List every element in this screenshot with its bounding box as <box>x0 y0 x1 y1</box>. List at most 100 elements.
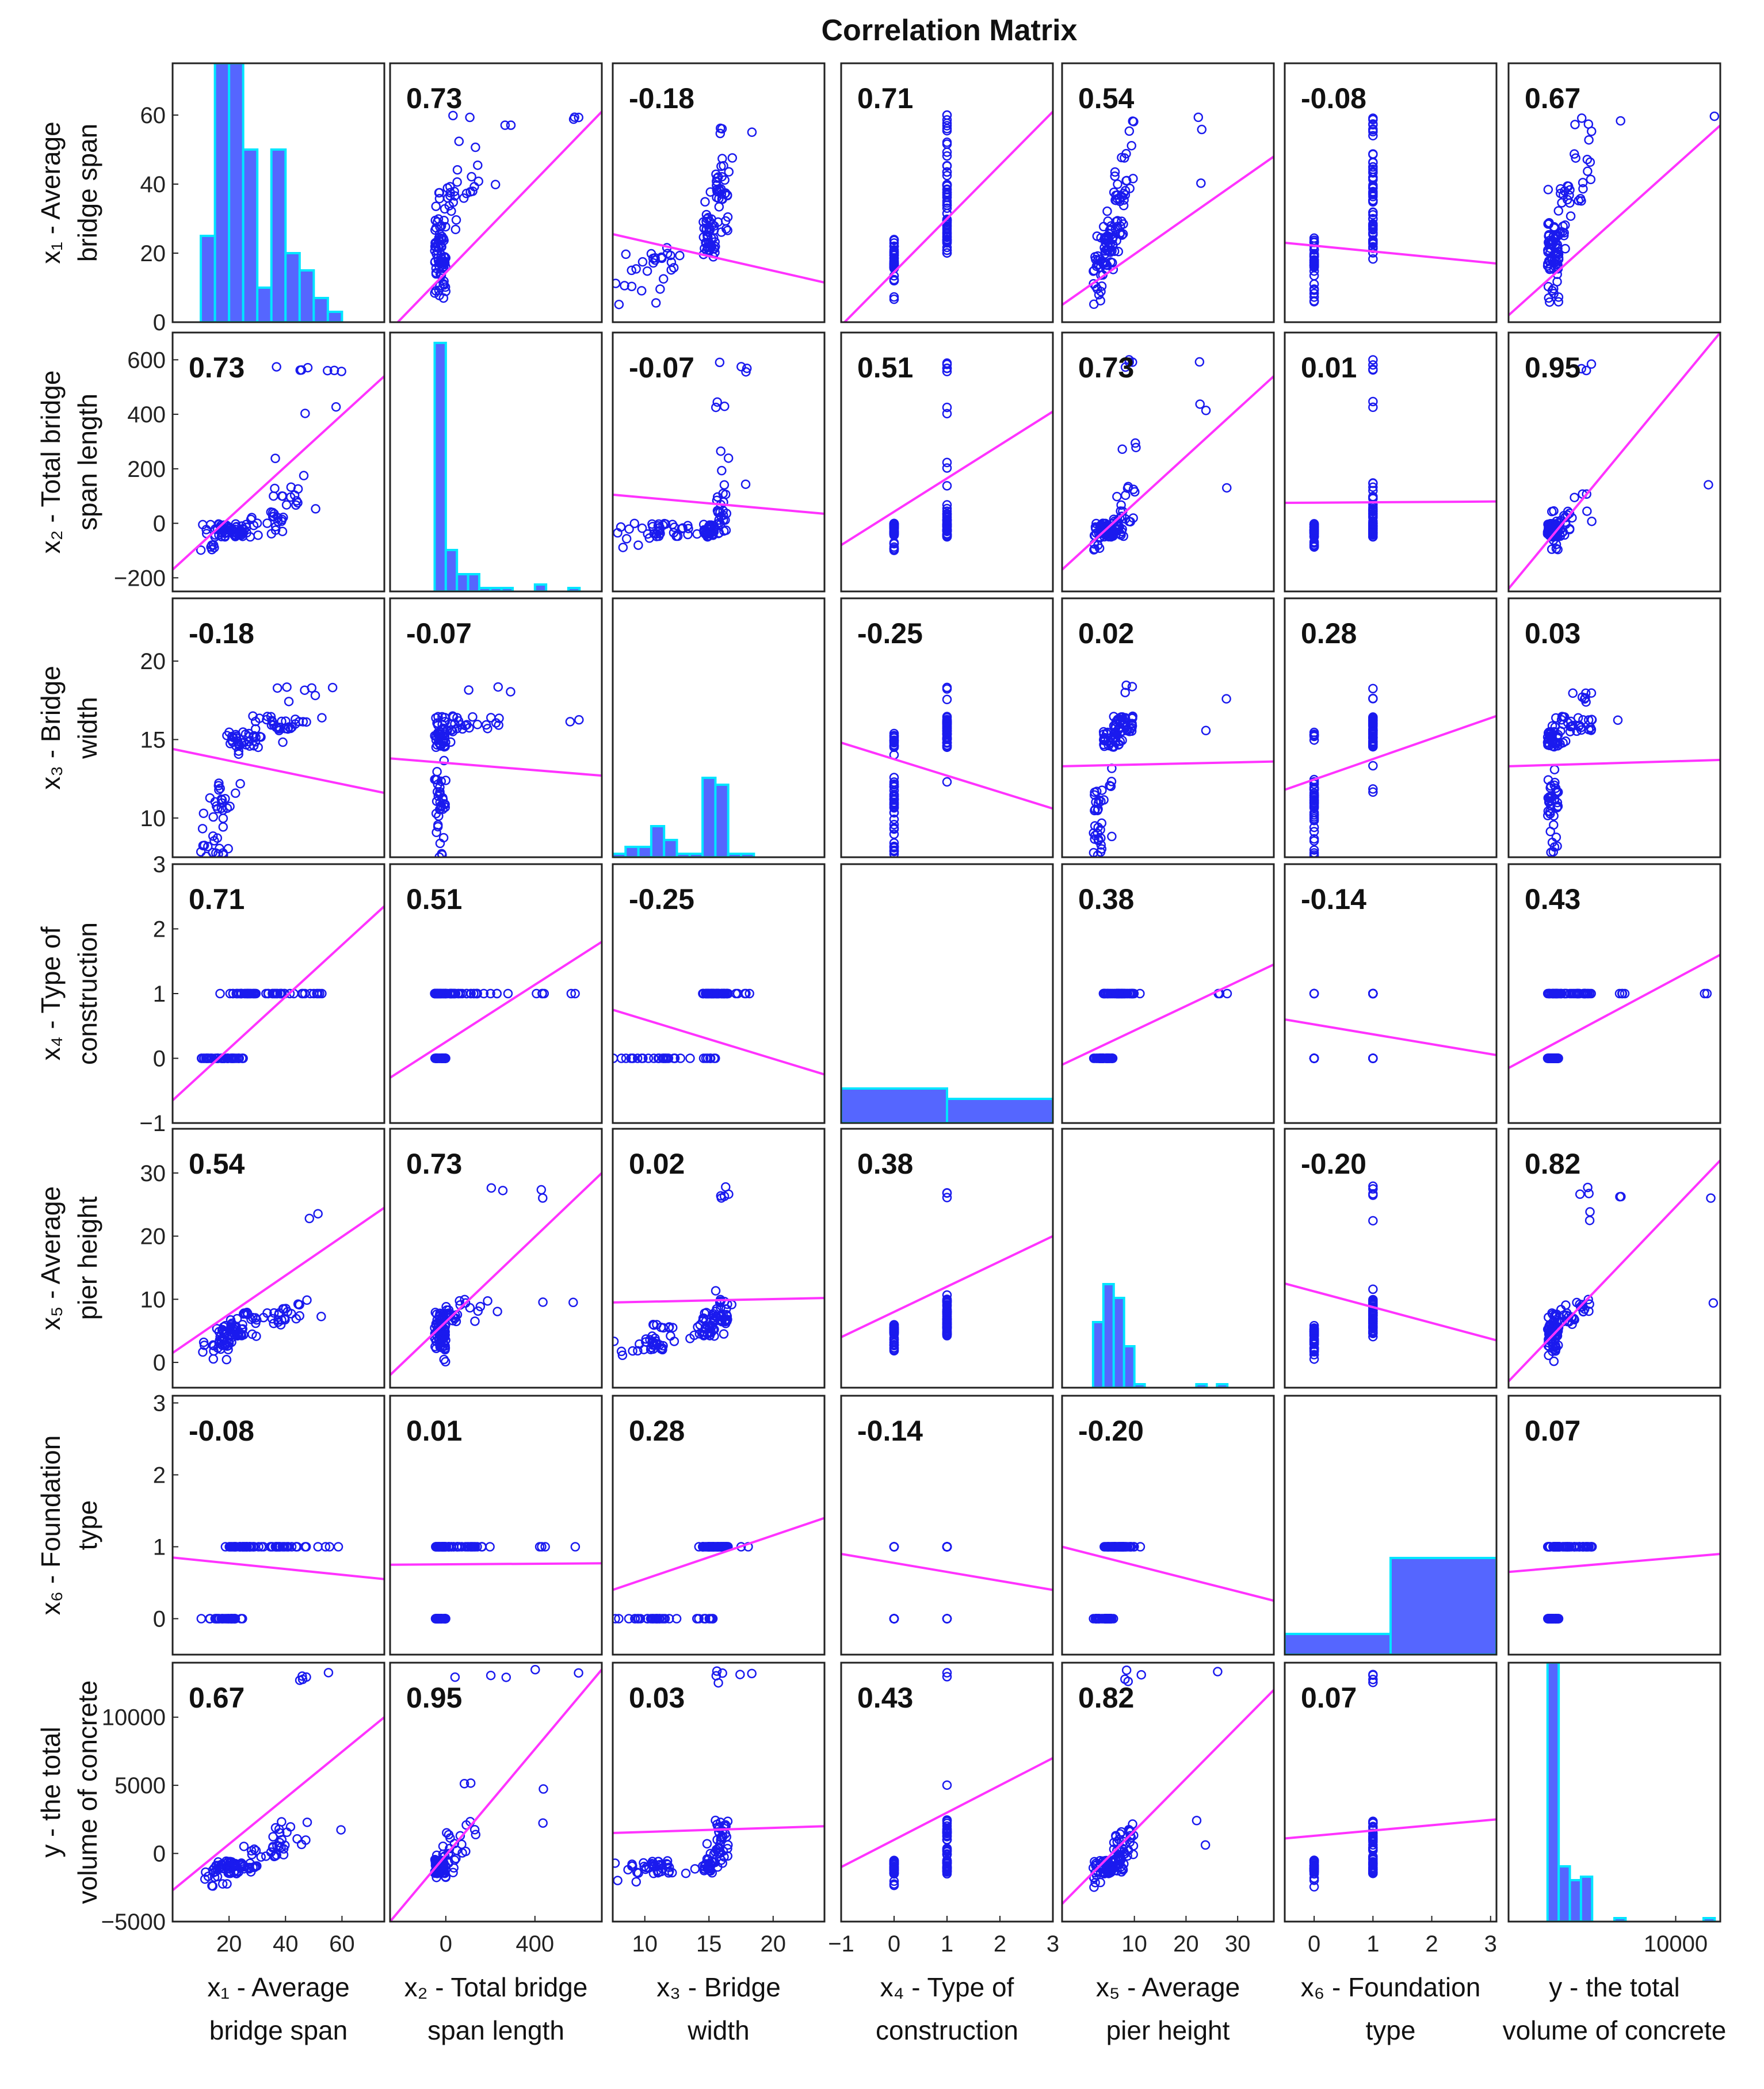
scatter-point <box>434 1542 444 1552</box>
histogram-bar <box>533 583 548 591</box>
panel-content <box>841 1542 1053 1624</box>
scatter-point <box>675 1053 686 1063</box>
scatter-point <box>303 362 313 373</box>
scatter-point <box>648 521 658 532</box>
scatter-point <box>450 1672 460 1682</box>
scatter-point <box>436 804 445 814</box>
correlation-label: -0.07 <box>629 352 694 384</box>
scatter-point <box>1586 127 1597 136</box>
scatter-point <box>265 1542 276 1552</box>
scatter-point <box>889 740 899 750</box>
scatter-point <box>1192 1816 1202 1826</box>
scatter-point <box>471 142 480 152</box>
y-tick-label: 20 <box>140 241 166 266</box>
scatter-point <box>307 683 317 693</box>
panel-content <box>613 1182 824 1360</box>
scatter-point <box>1093 850 1103 857</box>
scatter-point <box>723 226 732 235</box>
scatter-point <box>1559 228 1569 238</box>
scatter-point <box>1549 1542 1559 1552</box>
scatter-point <box>333 1542 343 1552</box>
scatter-point <box>273 1315 283 1325</box>
scatter-point <box>1551 1346 1560 1356</box>
panel-frame <box>1507 1128 1721 1389</box>
scatter-point <box>942 1614 952 1624</box>
scatter-point <box>1553 206 1564 216</box>
scatter-point <box>539 1784 548 1794</box>
scatter-point <box>1553 801 1563 811</box>
scatter-point <box>282 1827 292 1838</box>
scatter-point <box>486 713 496 723</box>
scatter-point <box>889 1863 899 1874</box>
panel-frame <box>840 62 1054 323</box>
scatter-point <box>1098 988 1109 999</box>
scatter-point <box>942 730 952 739</box>
correlation-label: -0.18 <box>189 617 254 650</box>
scatter-point <box>1582 506 1592 516</box>
panel-frame <box>1061 1128 1275 1389</box>
scatter-point <box>1107 258 1117 268</box>
panel-frame <box>1284 597 1498 858</box>
scatter-point <box>1201 406 1211 415</box>
y-tick-label: −1 <box>139 1111 166 1136</box>
scatter-point <box>532 988 541 999</box>
scatter-point <box>262 518 272 528</box>
scatter-point <box>286 482 296 492</box>
scatter-point <box>440 1341 450 1351</box>
scatter-point <box>446 737 456 747</box>
scatter-point <box>889 795 899 805</box>
scatter-point <box>464 685 474 695</box>
scatter-point <box>1095 1877 1105 1888</box>
scatter-point <box>1096 833 1106 843</box>
scatter-point <box>208 1881 218 1891</box>
correlation-label: -0.25 <box>857 617 923 650</box>
correlation-label: 0.67 <box>1525 82 1580 114</box>
scatter-point <box>278 737 288 747</box>
scatter-point <box>337 366 346 376</box>
scatter-point <box>313 1209 323 1219</box>
scatter-point <box>942 722 952 732</box>
scatter-point <box>196 1614 207 1624</box>
correlation-label: 0.38 <box>1078 883 1134 915</box>
scatter-point <box>238 1053 248 1063</box>
panel-content <box>173 905 384 1102</box>
scatter-point <box>255 732 265 742</box>
histogram-bar <box>1091 1321 1105 1388</box>
scatter-point <box>708 1614 718 1624</box>
scatter-point <box>942 167 952 177</box>
scatter-point <box>1092 231 1102 241</box>
panel-frame <box>1284 863 1498 1124</box>
panel-0-1: 0.73 <box>389 62 603 323</box>
scatter-point <box>222 731 232 740</box>
scatter-point <box>1583 715 1594 725</box>
scatter-point <box>1547 239 1556 249</box>
scatter-point <box>942 1312 952 1322</box>
fit-line <box>1509 333 1720 590</box>
scatter-point <box>1309 845 1319 855</box>
panel-content <box>841 1668 1053 1891</box>
scatter-point <box>212 1872 223 1882</box>
scatter-point <box>1110 195 1120 205</box>
histogram-bar <box>298 269 315 322</box>
scatter-point <box>432 1850 442 1860</box>
scatter-point <box>620 281 629 291</box>
scatter-point <box>254 713 265 723</box>
panel-1-2: -0.07 <box>612 331 826 593</box>
scatter-point <box>435 727 445 736</box>
scatter-point <box>437 849 446 857</box>
scatter-point <box>1196 178 1206 188</box>
fit-line <box>1285 242 1496 265</box>
correlation-label: -0.08 <box>1301 82 1366 114</box>
scatter-point <box>1548 738 1558 748</box>
scatter-point <box>241 740 251 750</box>
scatter-point <box>236 1858 246 1868</box>
scatter-point <box>685 1334 695 1343</box>
panel-content <box>1509 688 1720 857</box>
correlation-label: -0.20 <box>1078 1415 1144 1447</box>
scatter-point <box>468 712 478 722</box>
scatter-point <box>268 511 278 522</box>
fit-line <box>841 741 1053 810</box>
scatter-point <box>942 1867 952 1877</box>
panel-1-4: 0.73 <box>1061 331 1275 593</box>
